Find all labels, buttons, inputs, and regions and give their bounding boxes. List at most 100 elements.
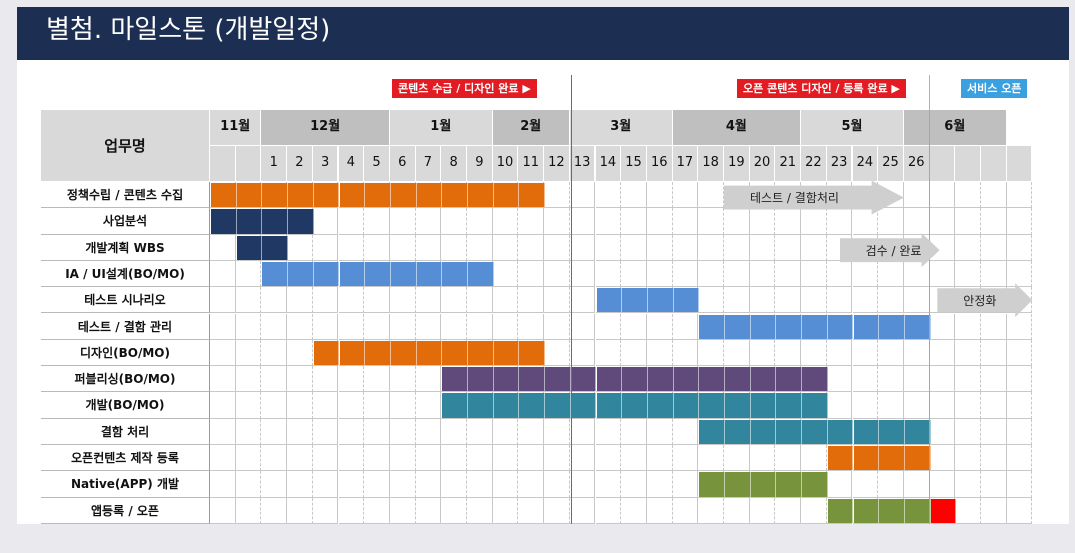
- week-header: 14: [595, 146, 622, 182]
- grid-cell: [441, 445, 467, 472]
- task-bar-segment: [288, 183, 314, 208]
- grid-cell: [646, 182, 673, 209]
- grid-cell: [235, 445, 262, 472]
- task-name: 디자인(BO/MO): [41, 339, 210, 367]
- task-bar-segment: [390, 183, 417, 208]
- week-header: [235, 146, 262, 182]
- grid-cell: [955, 313, 981, 340]
- grid-cell: [389, 313, 416, 340]
- task-name: 테스트 / 결함 관리: [41, 313, 210, 340]
- grid-cell: [544, 471, 570, 498]
- grid-cell: [569, 234, 596, 261]
- task-bar-segment: [750, 419, 777, 444]
- grid-cell: [235, 418, 262, 445]
- task-bar-segment: [699, 419, 725, 444]
- grid-cell: [903, 471, 930, 498]
- task-bar-segment: [493, 393, 520, 418]
- grid-cell: [210, 392, 236, 419]
- task-bar-segment: [750, 367, 777, 392]
- grid-cell: [544, 497, 570, 524]
- grid-cell: [595, 339, 622, 367]
- grid-cell: [312, 313, 339, 340]
- grid-cell: [287, 497, 313, 524]
- grid-cell: [492, 445, 519, 472]
- callout-arrow-3: 안정화: [937, 283, 1033, 318]
- week-header: 19: [724, 146, 750, 182]
- task-bar-segment: [493, 340, 520, 366]
- grid-cell: [441, 418, 467, 445]
- grid-cell: [1006, 366, 1033, 393]
- grid-cell: [878, 260, 904, 288]
- task-bar-segment: [776, 472, 803, 497]
- grid-cell: [955, 260, 981, 288]
- grid-cell: [698, 182, 724, 209]
- grid-cell: [544, 208, 570, 235]
- grid-cell: [672, 208, 699, 235]
- grid-cell: [569, 182, 596, 209]
- task-bar-segment: [904, 314, 931, 339]
- grid-cell: [852, 208, 879, 235]
- grid-cell: [852, 260, 879, 288]
- grid-cell: [981, 339, 1007, 367]
- grid-cell: [518, 234, 545, 261]
- task-bar-segment: [596, 393, 623, 418]
- task-name: IA / UI설계(BO/MO): [41, 260, 210, 288]
- grid-cell: [261, 445, 288, 472]
- grid-cell: [826, 208, 853, 235]
- task-bar-segment: [545, 393, 571, 418]
- grid-cell: [929, 392, 956, 419]
- grid-cell: [878, 287, 904, 314]
- grid-cell: [595, 313, 622, 340]
- week-header: 21: [775, 146, 802, 182]
- grid-cell: [929, 471, 956, 498]
- grid-cell: [261, 392, 288, 419]
- task-bar-segment: [596, 367, 623, 392]
- grid-cell: [698, 287, 724, 314]
- grid-cell: [544, 260, 570, 288]
- task-bar-segment: [339, 261, 366, 287]
- task-bar-segment: [827, 446, 854, 471]
- task-bar-segment: [339, 340, 366, 366]
- grid-cell: [955, 182, 981, 209]
- grid-cell: [749, 287, 776, 314]
- week-header: 9: [467, 146, 493, 182]
- grid-cell: [441, 287, 467, 314]
- grid-cell: [467, 208, 493, 235]
- grid-cell: [287, 418, 313, 445]
- week-header: 4: [338, 146, 365, 182]
- grid-cell: [1006, 182, 1033, 209]
- grid-cell: [287, 445, 313, 472]
- grid-cell: [724, 339, 750, 367]
- grid-cell: [569, 208, 596, 235]
- grid-cell: [852, 366, 879, 393]
- grid-cell: [235, 287, 262, 314]
- grid-cell: [312, 445, 339, 472]
- grid-cell: [569, 497, 596, 524]
- grid-cell: [878, 182, 904, 209]
- grid-cell: [467, 234, 493, 261]
- title-bar: 별첨. 마일스톤 (개발일정): [17, 7, 1069, 60]
- grid-cell: [955, 392, 981, 419]
- grid-cell: [287, 234, 313, 261]
- week-header: 5: [364, 146, 390, 182]
- task-bar-segment: [519, 183, 546, 208]
- task-bar-segment: [236, 235, 263, 260]
- task-bar-segment: [442, 183, 468, 208]
- grid-cell: [903, 260, 930, 288]
- grid-cell: [1006, 471, 1033, 498]
- grid-cell: [621, 418, 647, 445]
- grid-cell: [518, 260, 545, 288]
- grid-cell: [467, 313, 493, 340]
- grid-cell: [518, 471, 545, 498]
- grid-cell: [775, 445, 802, 472]
- grid-cell: [415, 471, 442, 498]
- week-header: [929, 146, 956, 182]
- task-bar-segment: [750, 393, 777, 418]
- task-bar-segment: [313, 183, 340, 208]
- week-header: 17: [672, 146, 699, 182]
- task-bar-segment: [827, 419, 854, 444]
- task-bar-segment: [442, 340, 468, 366]
- task-bar-segment: [647, 288, 674, 313]
- task-bar-segment: [313, 261, 340, 287]
- task-bar-segment: [442, 261, 468, 287]
